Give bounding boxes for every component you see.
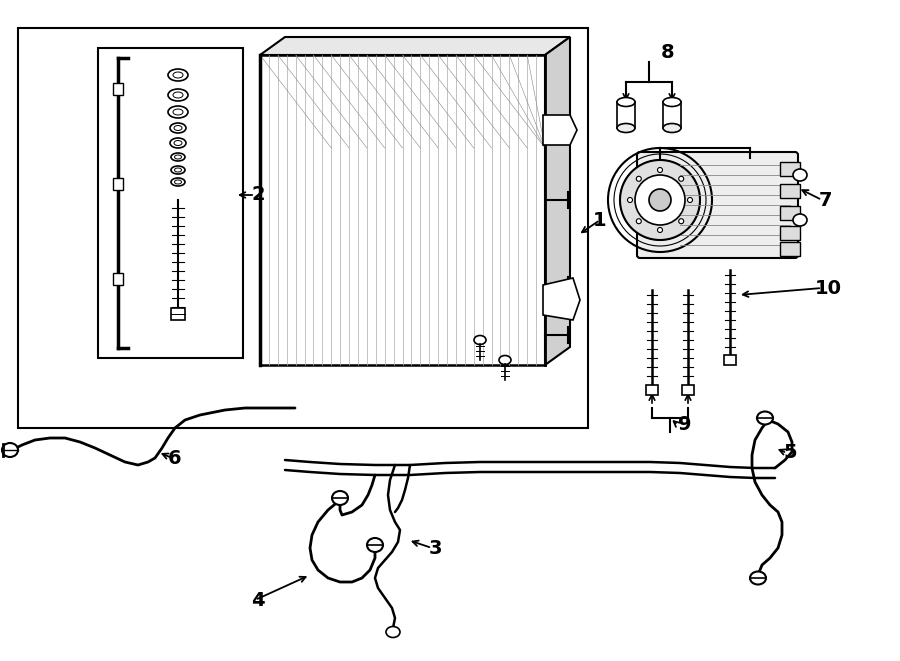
Bar [171,308,185,320]
Ellipse shape [627,198,633,202]
Bar [780,206,800,220]
Bar [260,55,545,365]
Ellipse shape [750,572,766,584]
Bar [113,83,123,95]
Text: 3: 3 [428,539,442,557]
Text: 5: 5 [783,444,796,463]
Ellipse shape [793,214,807,226]
Text: 7: 7 [818,190,832,210]
FancyBboxPatch shape [637,152,798,258]
Polygon shape [543,278,580,320]
Ellipse shape [617,124,635,132]
Text: 1: 1 [593,210,607,229]
Bar [780,226,800,240]
Ellipse shape [658,227,662,233]
Polygon shape [543,115,577,145]
Ellipse shape [620,160,700,240]
Bar [724,355,736,365]
Bar [113,178,123,190]
Text: 6: 6 [168,449,182,467]
Bar [780,242,800,256]
Bar [682,385,694,395]
Text: 9: 9 [679,416,692,434]
Ellipse shape [617,98,635,106]
Ellipse shape [663,124,681,132]
Ellipse shape [474,336,486,344]
Ellipse shape [688,198,692,202]
Ellipse shape [636,176,642,181]
Ellipse shape [793,169,807,181]
Ellipse shape [649,189,671,211]
Ellipse shape [367,538,383,552]
Ellipse shape [679,176,684,181]
Bar [98,48,243,358]
Text: 8: 8 [662,42,675,61]
Text: 4: 4 [251,590,265,609]
Ellipse shape [757,412,773,424]
Ellipse shape [499,356,511,364]
Text: 2: 2 [251,186,265,204]
Ellipse shape [2,443,18,457]
Bar [780,162,800,176]
Bar [663,102,681,128]
Ellipse shape [679,219,684,223]
Bar [617,102,635,128]
Ellipse shape [663,98,681,106]
Bar [113,273,123,285]
Ellipse shape [636,219,642,223]
Ellipse shape [658,167,662,173]
Ellipse shape [386,627,400,637]
Ellipse shape [332,491,348,505]
Text: 10: 10 [814,278,842,297]
Bar [18,28,588,428]
Ellipse shape [635,175,685,225]
Polygon shape [260,37,570,55]
Bar [646,385,658,395]
Polygon shape [545,37,570,365]
Bar [780,184,800,198]
